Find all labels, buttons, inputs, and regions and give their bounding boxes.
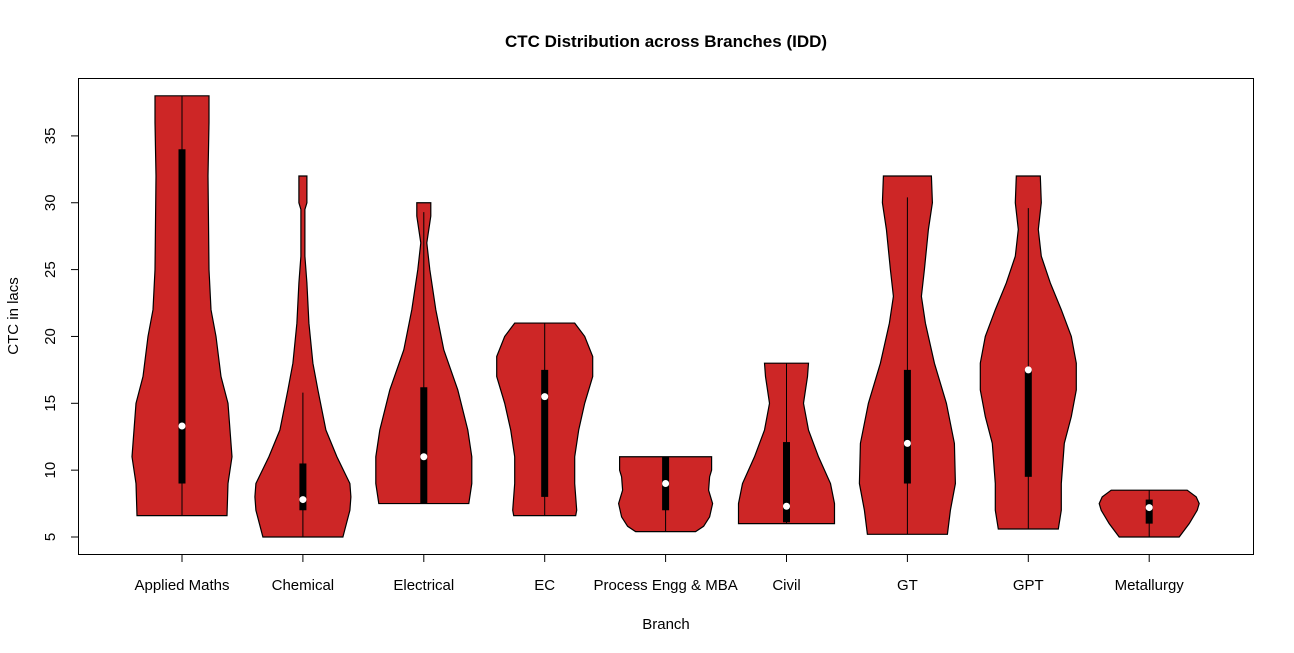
violin-metallurgy — [1098, 489, 1200, 538]
y-axis-label: CTC in lacs — [5, 277, 22, 355]
violin-applied-maths — [131, 95, 233, 517]
violin-chemical — [254, 175, 352, 538]
x-tick-label: Chemical — [272, 577, 335, 594]
x-tick-label: Metallurgy — [1115, 577, 1185, 594]
median-point — [299, 496, 307, 504]
x-tick-label: Civil — [772, 577, 800, 594]
x-tick-label: GPT — [1013, 577, 1044, 594]
median-point — [541, 393, 549, 401]
iqr-box — [1145, 499, 1153, 524]
violin-gpt — [979, 175, 1077, 530]
violin-electrical — [375, 202, 473, 505]
y-tick-label: 15 — [42, 395, 59, 412]
iqr-box — [783, 442, 790, 523]
y-tick-label: 30 — [42, 194, 59, 211]
x-tick-label: GT — [897, 577, 918, 594]
median-point — [178, 422, 186, 430]
violin-ec — [496, 322, 594, 517]
x-tick-label: EC — [534, 577, 555, 594]
x-tick-label: Process Engg & MBA — [593, 577, 737, 594]
iqr-box — [299, 463, 307, 511]
chart-title: CTC Distribution across Branches (IDD) — [505, 32, 827, 51]
median-point — [903, 439, 911, 447]
y-tick-label: 25 — [42, 261, 59, 278]
median-point — [420, 453, 428, 461]
violin-gt — [858, 175, 957, 535]
iqr-box — [178, 149, 186, 484]
median-point — [783, 502, 790, 510]
iqr-box — [420, 387, 428, 504]
x-tick-label: Electrical — [393, 577, 454, 594]
y-tick-label: 10 — [42, 462, 59, 479]
median-point — [1145, 504, 1153, 512]
y-tick-label: 35 — [42, 128, 59, 145]
y-tick-label: 5 — [42, 533, 59, 541]
iqr-box — [541, 369, 549, 497]
violin-civil — [737, 362, 836, 525]
violin-body — [254, 175, 352, 538]
x-axis-label: Branch — [642, 616, 690, 633]
iqr-box — [1024, 369, 1032, 477]
median-point — [1024, 366, 1032, 374]
iqr-box — [903, 369, 911, 484]
x-tick-label: Applied Maths — [134, 577, 229, 594]
y-tick-label: 20 — [42, 328, 59, 345]
median-point — [662, 480, 670, 488]
violin-process-engg-mba — [617, 456, 714, 533]
